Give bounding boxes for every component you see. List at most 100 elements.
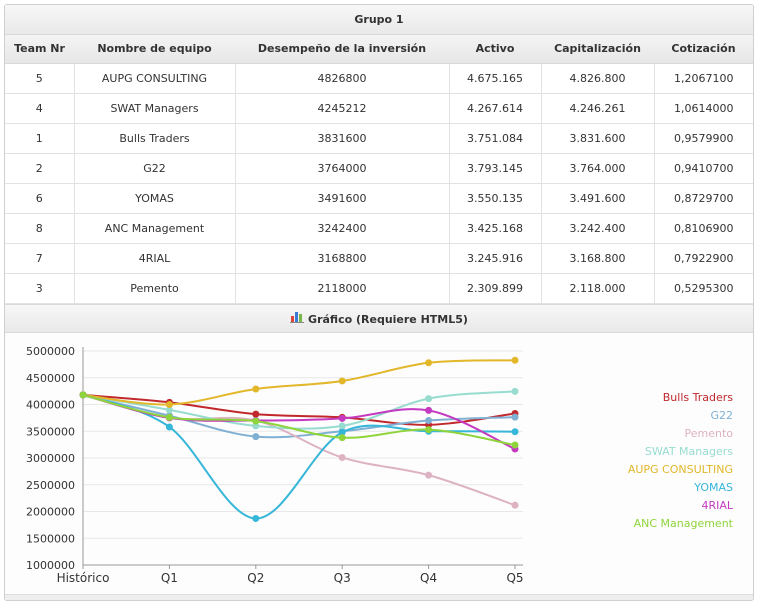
assets-cell: 3.793.145 — [449, 153, 542, 184]
series-line — [82, 393, 516, 446]
data-point[interactable] — [165, 400, 173, 408]
header-team-name: Nombre de equipo — [74, 35, 235, 64]
table-row: 4 SWAT Managers 4245212 4.267.614 4.246.261 1… — [5, 93, 753, 124]
header-investment-performance: Desempeño de la inversión — [235, 35, 449, 64]
y-tick-label: 1000000 — [26, 559, 75, 572]
chart-legend: Bulls Traders G22 Pemento SWAT Managers AUPG… — [628, 389, 733, 533]
quotation-cell: 0,7922900 — [654, 243, 753, 274]
series-line — [82, 393, 516, 438]
x-tick-label: Q4 — [420, 571, 437, 585]
legend-item[interactable]: YOMAS — [694, 480, 733, 494]
data-point[interactable] — [79, 390, 87, 398]
assets-cell: 4.267.614 — [449, 93, 542, 124]
assets-cell: 4.675.165 — [449, 63, 542, 94]
data-point[interactable] — [511, 356, 519, 364]
data-point[interactable] — [338, 376, 346, 384]
team-nr-cell: 3 — [5, 273, 75, 304]
bottom-scrollbar — [5, 594, 753, 600]
data-point[interactable] — [165, 413, 173, 421]
results-table: Team Nr Nombre de equipo Desempeño de la… — [5, 35, 753, 304]
quotation-cell: 0,8106900 — [654, 213, 753, 244]
quotation-cell: 1,2067100 — [654, 63, 753, 94]
quotation-cell: 1,0614000 — [654, 93, 753, 124]
capitalization-cell: 3.242.400 — [541, 213, 655, 244]
data-point[interactable] — [511, 413, 519, 421]
assets-cell: 3.425.168 — [449, 213, 542, 244]
quotation-cell: 0,9579900 — [654, 123, 753, 154]
x-tick-label: Q2 — [247, 571, 264, 585]
data-point[interactable] — [165, 422, 173, 430]
team-name-cell: Pemento — [74, 273, 236, 304]
bar-chart-icon — [290, 305, 305, 334]
series-line — [82, 358, 516, 406]
line-chart: 1000000 1500000 2000000 2500000 3000000 35000… — [26, 345, 524, 585]
performance-cell: 4245212 — [235, 93, 450, 124]
data-point[interactable] — [252, 432, 260, 440]
data-point[interactable] — [425, 471, 433, 479]
team-nr-cell: 1 — [5, 123, 75, 154]
legend-item[interactable]: G22 — [710, 408, 733, 422]
capitalization-cell: 3.168.800 — [541, 243, 655, 274]
data-point[interactable] — [425, 406, 433, 414]
performance-cell: 3491600 — [235, 183, 450, 214]
team-name-cell: YOMAS — [74, 183, 236, 214]
team-nr-cell: 5 — [5, 63, 75, 94]
table-row: 7 4RIAL 3168800 3.245.916 3.168.800 0,7922900 — [5, 243, 753, 274]
legend-item[interactable]: ANC Management — [633, 516, 733, 530]
header-assets: Activo — [449, 35, 541, 64]
performance-cell: 3764000 — [235, 153, 450, 184]
series-line — [82, 389, 516, 430]
capitalization-cell: 3.764.000 — [541, 153, 655, 184]
team-nr-cell: 7 — [5, 243, 75, 274]
data-point[interactable] — [425, 358, 433, 366]
data-point[interactable] — [511, 441, 519, 449]
y-tick-label: 1500000 — [26, 532, 75, 545]
data-point[interactable] — [511, 427, 519, 435]
capitalization-cell: 2.118.000 — [541, 273, 655, 304]
data-point[interactable] — [338, 421, 346, 429]
table-row: 5 AUPG CONSULTING 4826800 4.675.165 4.826.80… — [5, 63, 753, 94]
chart-area: 1000000 1500000 2000000 2500000 3000000 35000… — [5, 332, 753, 598]
assets-cell: 2.309.899 — [449, 273, 542, 304]
data-point[interactable] — [511, 387, 519, 395]
header-capitalization: Capitalización — [541, 35, 654, 64]
group-title: Grupo 1 — [5, 5, 753, 35]
data-point[interactable] — [511, 501, 519, 509]
data-point[interactable] — [252, 410, 260, 418]
table-row: 1 Bulls Traders 3831600 3.751.084 3.831.600 0… — [5, 123, 753, 154]
team-nr-cell: 2 — [5, 153, 75, 184]
team-nr-cell: 4 — [5, 93, 75, 124]
capitalization-cell: 3.491.600 — [541, 183, 655, 214]
legend-item[interactable]: AUPG CONSULTING — [627, 462, 733, 476]
data-point[interactable] — [252, 421, 260, 429]
team-name-cell: G22 — [74, 153, 236, 184]
legend-item[interactable]: SWAT Managers — [644, 444, 733, 458]
performance-cell: 3168800 — [235, 243, 450, 274]
y-tick-label: 5000000 — [26, 345, 75, 358]
data-point[interactable] — [425, 425, 433, 433]
data-point[interactable] — [338, 453, 346, 461]
header-quotation: Cotización — [654, 35, 753, 64]
data-point[interactable] — [425, 416, 433, 424]
data-point[interactable] — [425, 394, 433, 402]
chart-header-label: Gráfico (Requiere HTML5) — [308, 312, 468, 326]
team-nr-cell: 8 — [5, 213, 75, 244]
data-point[interactable] — [165, 405, 173, 413]
legend-item[interactable]: 4RIAL — [701, 498, 733, 512]
legend-item[interactable]: Pemento — [684, 426, 733, 440]
chart-header: Gráfico (Requiere HTML5) — [5, 303, 753, 334]
data-point[interactable] — [252, 514, 260, 522]
data-point[interactable] — [338, 428, 346, 436]
series-line — [82, 393, 516, 426]
data-point[interactable] — [338, 433, 346, 441]
performance-cell: 3242400 — [235, 213, 450, 244]
data-point[interactable] — [338, 414, 346, 422]
team-name-cell: AUPG CONSULTING — [74, 63, 236, 94]
team-name-cell: 4RIAL — [74, 243, 236, 274]
data-point[interactable] — [252, 417, 260, 425]
y-tick-label: 3000000 — [26, 452, 75, 465]
capitalization-cell: 4.826.800 — [541, 63, 655, 94]
legend-item[interactable]: Bulls Traders — [662, 390, 733, 404]
performance-cell: 3831600 — [235, 123, 450, 154]
data-point[interactable] — [252, 384, 260, 392]
